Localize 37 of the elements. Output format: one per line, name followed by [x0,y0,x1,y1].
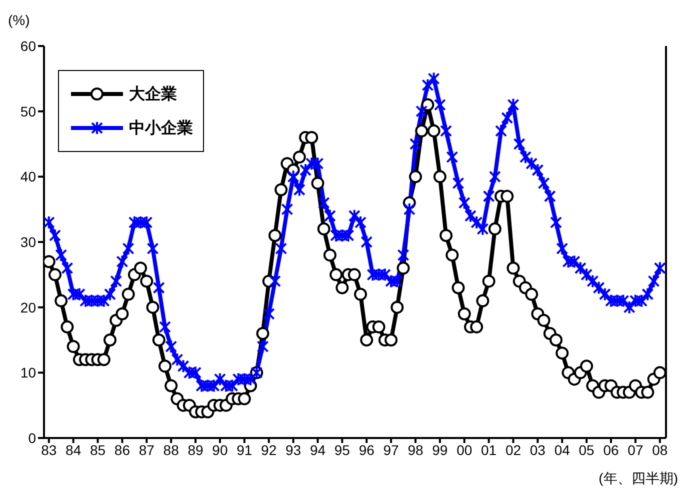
x-tick-label: 90 [212,442,228,458]
x-tick-label: 08 [652,442,668,458]
x-tick-label: 89 [188,442,204,458]
x-tick-label: 97 [383,442,400,458]
x-tick-label: 94 [310,442,326,458]
x-tick-label: 85 [90,442,106,458]
y-tick-label: 40 [20,168,36,185]
y-tick-label: 10 [20,364,36,381]
x-tick-label: 98 [408,442,424,458]
x-tick-label: 00 [456,442,472,458]
legend-label: 大企業 [129,84,177,104]
x-tick-label: 03 [530,442,546,458]
y-tick-label: 0 [28,430,36,446]
x-tick-label: 93 [286,442,302,458]
x-tick-label: 95 [334,442,350,458]
x-tick-label: 92 [261,442,277,458]
y-tick-label: 60 [20,38,36,54]
y-tick-label: 30 [20,234,36,250]
y-tick-label: 20 [20,299,36,316]
x-tick-label: 01 [481,442,497,458]
x-tick-label: 83 [41,442,57,458]
x-tick-label: 05 [578,442,595,458]
x-tick-label: 02 [505,442,522,458]
x-tick-label: 99 [432,442,448,458]
y-axis-title: (%) [8,12,30,28]
x-tick-label: 96 [358,442,375,458]
legend-label: 中小企業 [129,118,193,138]
x-axis-title: (年、四半期) [598,470,678,488]
x-tick-label: 87 [138,442,155,458]
x-tick-label: 88 [163,442,180,458]
x-tick-label: 04 [554,442,570,458]
x-tick-label: 86 [114,442,130,458]
x-tick-label: 91 [236,442,252,458]
x-tick-label: 07 [628,442,644,458]
y-tick-label: 50 [20,103,36,120]
x-tick-label: 84 [66,442,82,458]
x-tick-label: 06 [603,442,620,458]
